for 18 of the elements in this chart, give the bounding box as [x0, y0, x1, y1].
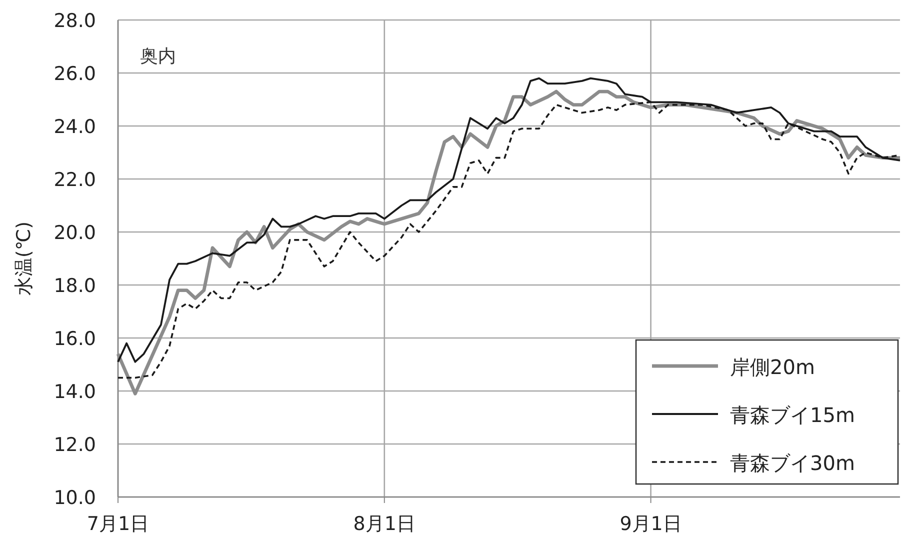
y-tick-label: 20.0 — [54, 222, 96, 244]
y-tick-label: 24.0 — [54, 116, 96, 138]
y-tick-label: 18.0 — [54, 275, 96, 297]
legend-label: 青森ブイ15m — [730, 403, 855, 427]
legend-label: 岸側20m — [730, 355, 815, 379]
y-tick-label: 22.0 — [54, 169, 96, 191]
y-tick-label: 16.0 — [54, 328, 96, 350]
annotation: 奥内 — [140, 46, 176, 67]
y-tick-label: 10.0 — [54, 487, 96, 509]
y-tick-label: 28.0 — [54, 10, 96, 32]
x-tick-label: 7月1日 — [86, 513, 150, 535]
y-tick-label: 14.0 — [54, 381, 96, 403]
y-axis-title: 水温(℃) — [13, 221, 35, 296]
legend-label: 青森ブイ30m — [730, 451, 855, 475]
x-tick-label: 8月1日 — [353, 513, 416, 535]
y-tick-label: 26.0 — [54, 63, 96, 85]
x-tick-label: 9月1日 — [620, 513, 682, 535]
y-tick-label: 12.0 — [54, 434, 96, 456]
